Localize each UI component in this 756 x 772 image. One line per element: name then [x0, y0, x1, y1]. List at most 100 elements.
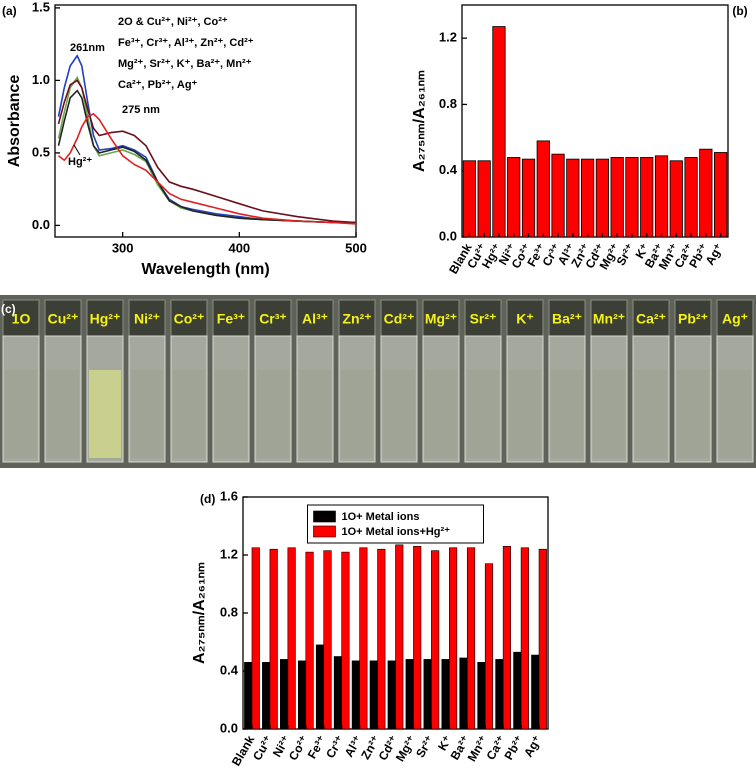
cuvette-label: Zn²⁺: [342, 311, 371, 327]
cuvette-label: Ag⁺: [722, 311, 748, 327]
bar: [477, 661, 486, 730]
bar: [714, 152, 728, 238]
annotation: Ca²⁺, Pb²⁺, Ag⁺: [118, 79, 198, 91]
cuvette-label: Al³⁺: [302, 311, 328, 327]
bar: [413, 545, 422, 730]
bar: [521, 158, 536, 238]
cuvette-label: Cu²⁺: [48, 311, 79, 327]
bar: [640, 157, 654, 238]
y-tick-label: 1.0: [32, 72, 50, 87]
bar: [566, 158, 580, 238]
annotation: Mg²⁺, Sr²⁺, K⁺, Ba²⁺, Mn²⁺: [118, 58, 252, 70]
bar: [684, 157, 698, 238]
legend-swatch: [313, 525, 336, 538]
x-tick-label: K⁺: [435, 733, 455, 753]
y-tick-label: 0.5: [32, 144, 50, 159]
bar: [531, 654, 540, 730]
legend-label: 1O+ Metal ions+Hg²⁺: [342, 526, 451, 538]
panel-label: (d): [200, 492, 215, 506]
legend-label: 1O+ Metal ions: [342, 511, 420, 523]
annotation: Hg²⁺: [68, 156, 92, 168]
bar: [477, 160, 491, 238]
cuvette-liquid: [677, 370, 709, 458]
cuvette-cap: [338, 299, 376, 337]
bar: [315, 644, 325, 730]
cuvette-label: Mg²⁺: [425, 311, 457, 327]
cuvette-label: Cd²⁺: [384, 311, 415, 327]
bar: [287, 547, 296, 730]
cuvette-label: Fe³⁺: [217, 311, 245, 327]
x-tick-label: K⁺: [632, 241, 652, 261]
bar: [323, 550, 332, 730]
arrow: [73, 144, 81, 156]
x-tick-label: Ag⁺: [521, 733, 544, 759]
photo-background: [0, 295, 756, 468]
bar: [595, 158, 609, 238]
y-tick-label: 0.0: [32, 217, 50, 232]
cuvette-label: Hg²⁺: [90, 311, 121, 327]
cuvette-cap: [674, 299, 712, 337]
bar: [538, 548, 547, 730]
cuvette-liquid: [215, 370, 247, 458]
cuvette-liquid: [47, 370, 79, 458]
cuvette-liquid: [257, 370, 289, 458]
cuvette-cap: [422, 299, 460, 337]
cuvette-cap: [254, 299, 292, 337]
bar: [280, 659, 289, 730]
bar: [625, 157, 639, 238]
y-tick-label: 1.2: [220, 546, 238, 561]
bar: [495, 659, 504, 730]
cuvette-cap: [716, 299, 754, 337]
spectrum-line: [57, 54, 356, 224]
bar: [431, 550, 440, 730]
cuvette-cap: [632, 299, 670, 337]
bar: [610, 157, 624, 238]
y-tick-label: 0.4: [439, 162, 458, 177]
bar: [405, 659, 414, 730]
cuvette-cap: [590, 299, 628, 337]
spectrum-line: [58, 112, 357, 225]
spectrum-line: [57, 79, 357, 224]
bar: [669, 160, 683, 238]
bar: [377, 548, 386, 730]
panel-label: (a): [2, 4, 17, 18]
cuvette-liquid: [383, 370, 415, 458]
bar: [305, 551, 314, 730]
bar: [459, 657, 468, 730]
bar: [699, 148, 713, 238]
bar: [502, 545, 511, 730]
x-tick-label: Sr²⁺: [413, 733, 437, 760]
x-axis-label: Wavelength (nm): [141, 261, 269, 278]
bar: [462, 160, 476, 238]
bar: [269, 548, 278, 730]
y-tick-label: 1.6: [220, 488, 238, 503]
panel-label: (b): [732, 4, 747, 18]
x-tick-label: 500: [345, 240, 367, 255]
y-tick-label: 0.4: [220, 662, 239, 677]
x-tick-label: Fe³⁺: [305, 733, 329, 761]
cuvette-label: Ba²⁺: [552, 311, 582, 327]
bar: [251, 547, 260, 730]
bar: [359, 547, 368, 730]
cuvette-cap: [380, 299, 418, 337]
cuvette-cap: [212, 299, 250, 337]
y-axis-label: A₂₇₅ₙₘ/A₂₆₁ₙₘ: [191, 562, 208, 664]
y-tick-label: 1.2: [439, 30, 457, 45]
bar: [333, 656, 342, 730]
bar: [297, 660, 307, 730]
x-tick-label: 300: [112, 240, 134, 255]
bar: [492, 26, 506, 238]
cuvette-cap: [506, 299, 544, 337]
cuvette-label: 1O: [12, 311, 31, 327]
cuvette-liquid: [467, 370, 499, 458]
y-tick-label: 0.8: [220, 604, 238, 619]
bar: [536, 140, 550, 238]
panel-label: (c): [1, 302, 16, 316]
cuvette-liquid: [299, 370, 331, 458]
cuvette-liquid: [341, 370, 373, 458]
x-tick-label: Cr³⁺: [323, 733, 347, 761]
cuvette-cap: [296, 299, 334, 337]
spectrum-line: [57, 89, 356, 224]
y-tick-label: 0.0: [439, 228, 457, 243]
annotation: 2O & Cu²⁺, Ni²⁺, Co²⁺: [118, 16, 228, 28]
